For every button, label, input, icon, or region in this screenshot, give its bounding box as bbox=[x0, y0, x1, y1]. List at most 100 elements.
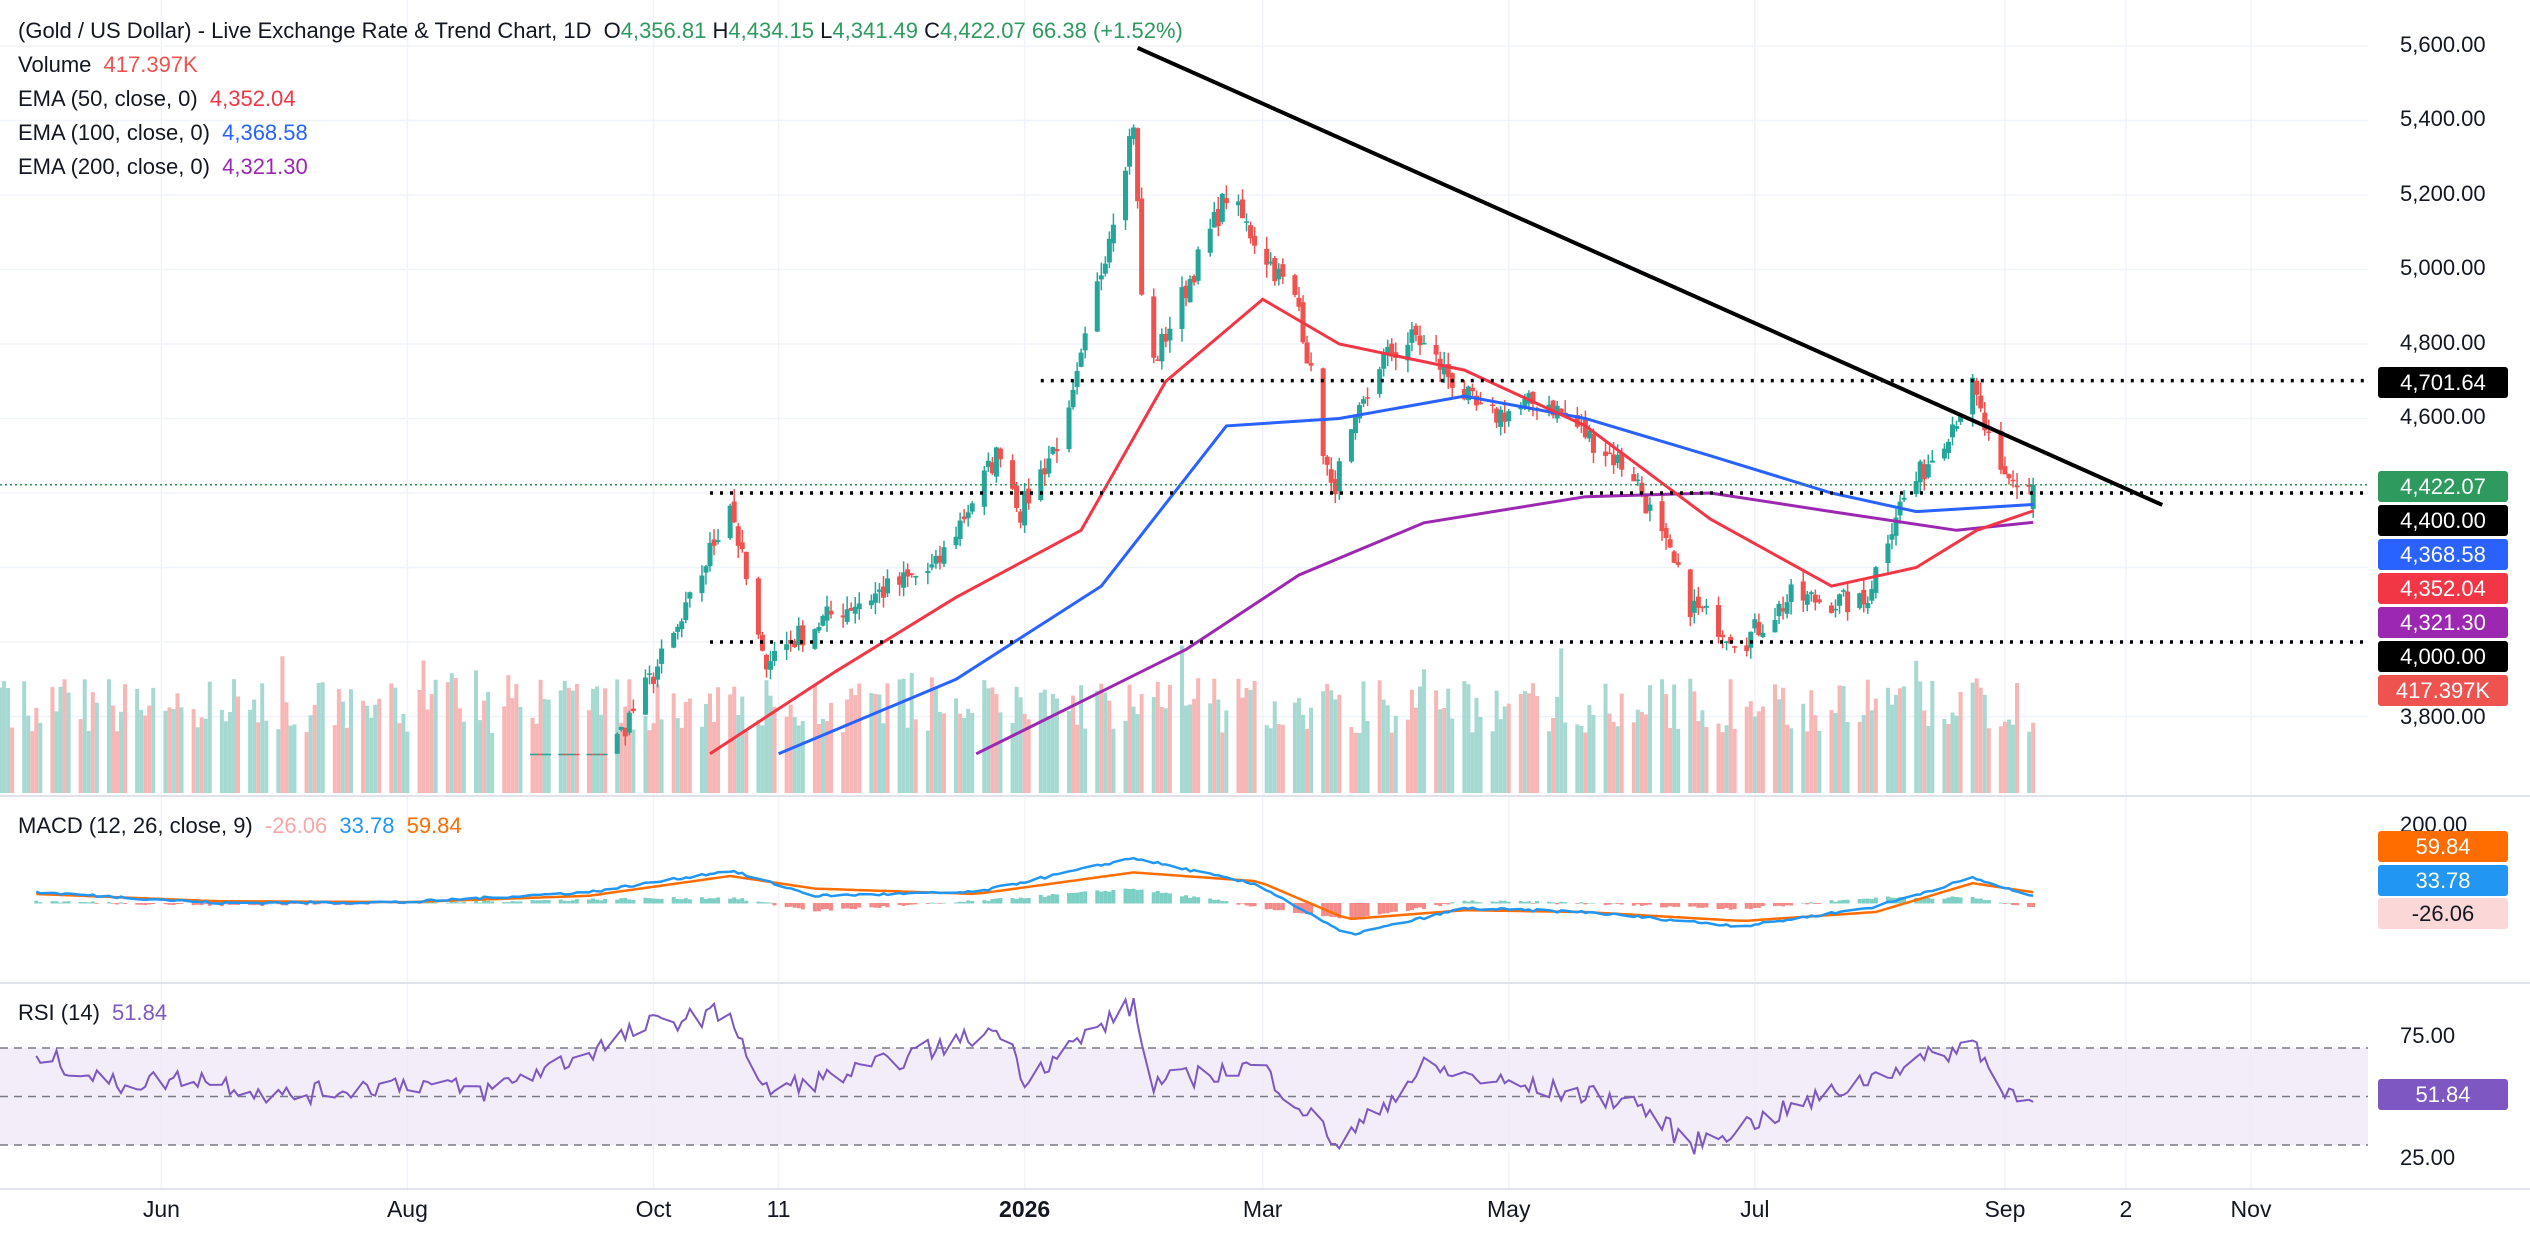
candle-body bbox=[1066, 407, 1072, 450]
volume-bar bbox=[820, 718, 825, 793]
volume-bar bbox=[1248, 689, 1253, 793]
candle-body bbox=[1901, 497, 1907, 500]
volume-legend[interactable]: Volume 417.397K bbox=[18, 52, 204, 78]
candle-body bbox=[1647, 504, 1653, 511]
volume-bar bbox=[1583, 732, 1588, 793]
volume-bar bbox=[1498, 719, 1503, 793]
candlesticks[interactable] bbox=[529, 124, 2036, 756]
candle-body bbox=[1235, 201, 1241, 206]
candle-body bbox=[1635, 479, 1641, 482]
macd-histogram-bar bbox=[1075, 892, 1080, 904]
macd-histogram-bar bbox=[619, 898, 624, 904]
macd-histogram-bar bbox=[534, 900, 539, 904]
volume-bar bbox=[106, 679, 111, 793]
macd-histogram-bar bbox=[1643, 903, 1648, 906]
candle-body bbox=[880, 586, 886, 598]
candle-body bbox=[1389, 343, 1395, 357]
macd-histogram-bar bbox=[1103, 890, 1108, 904]
macd-histogram-bar bbox=[901, 903, 906, 906]
volume-bar bbox=[304, 732, 309, 793]
trendline[interactable] bbox=[1136, 46, 2164, 507]
ema200-legend[interactable]: EMA (200, close, 0) 4,321.30 bbox=[18, 154, 314, 180]
macd-histogram-bar bbox=[449, 901, 454, 904]
macd-pane-separator[interactable] bbox=[0, 982, 2530, 984]
rsi-legend[interactable]: RSI (14) 51.84 bbox=[18, 1000, 173, 1026]
macd-histogram-bar bbox=[586, 899, 591, 904]
volume-bar bbox=[659, 719, 664, 793]
support-level-tag[interactable]: 4,000.00 bbox=[2378, 641, 2508, 672]
volume-bar bbox=[26, 715, 31, 793]
main-pane-separator[interactable] bbox=[0, 795, 2530, 797]
volume-bar bbox=[389, 683, 394, 793]
macd-legend[interactable]: MACD (12, 26, close, 9) -26.06 33.78 59.… bbox=[18, 813, 468, 839]
macd-histogram-bar bbox=[1639, 903, 1644, 906]
candle-body bbox=[1873, 567, 1879, 593]
candle-body bbox=[1179, 287, 1185, 330]
volume-bar bbox=[1095, 690, 1100, 793]
candle-body bbox=[1837, 594, 1843, 606]
ema50-legend[interactable]: EMA (50, close, 0) 4,352.04 bbox=[18, 86, 302, 112]
volume-bar bbox=[110, 705, 115, 793]
candle-body bbox=[679, 621, 685, 630]
volume-bar bbox=[2002, 721, 2007, 793]
macd-histogram-bar bbox=[651, 898, 656, 904]
volume-bar bbox=[1704, 726, 1709, 793]
volume-bar bbox=[764, 680, 769, 793]
candle-body bbox=[1465, 386, 1471, 401]
candle-body bbox=[1998, 430, 2004, 470]
volume-bar bbox=[901, 678, 906, 793]
candle-body bbox=[755, 578, 761, 635]
volume-bar bbox=[619, 722, 624, 793]
macd-histogram-bar bbox=[1926, 897, 1931, 904]
macd-histogram-bar bbox=[699, 897, 704, 904]
volume-bar bbox=[506, 675, 511, 793]
candle-body bbox=[1187, 279, 1193, 303]
candle-body bbox=[1211, 211, 1217, 228]
macd-histogram-bar bbox=[482, 900, 487, 904]
level-4400-tag[interactable]: 4,400.00 bbox=[2378, 505, 2508, 536]
candle-body bbox=[1800, 581, 1806, 601]
macd-histogram-bar bbox=[308, 902, 313, 904]
volume-bar bbox=[941, 713, 946, 793]
candle-body bbox=[1752, 619, 1758, 629]
volume-bar bbox=[1155, 681, 1160, 793]
ema100-legend[interactable]: EMA (100, close, 0) 4,368.58 bbox=[18, 120, 314, 146]
volume-bar bbox=[1611, 721, 1616, 793]
candle-body bbox=[1772, 619, 1778, 633]
horizontal-levels[interactable] bbox=[0, 378, 2368, 644]
candle-body bbox=[985, 460, 991, 467]
macd-histogram-bar bbox=[796, 903, 801, 909]
resistance-level-tag[interactable]: 4,701.64 bbox=[2378, 367, 2508, 398]
change-value: 66.38 (+1.52%) bbox=[1031, 18, 1183, 43]
candle-body bbox=[1074, 371, 1080, 387]
volume-bar bbox=[1889, 704, 1894, 793]
symbol-title[interactable]: (Gold / US Dollar) - Live Exchange Rate … bbox=[18, 18, 592, 43]
macd-histogram-bar bbox=[546, 900, 551, 904]
macd-histogram-bar bbox=[1280, 903, 1285, 911]
macd-histogram-bar bbox=[1918, 898, 1923, 904]
candle-body bbox=[1026, 488, 1032, 504]
candle-body bbox=[1478, 402, 1484, 405]
volume-bar bbox=[905, 727, 910, 793]
candle-body bbox=[1586, 430, 1592, 439]
volume-bar bbox=[219, 709, 224, 793]
volume-bar bbox=[421, 660, 426, 793]
volume-bar bbox=[1805, 731, 1810, 793]
macd-histogram-bar bbox=[1551, 902, 1556, 904]
candle-body bbox=[937, 555, 943, 563]
price-tick: 5,400.00 bbox=[2400, 106, 2486, 131]
volume-bar bbox=[1930, 680, 1935, 793]
macd-histogram-bar bbox=[877, 903, 882, 908]
time-tick: Sep bbox=[1984, 1196, 2026, 1222]
volume-bar bbox=[361, 700, 366, 793]
macd-histogram-bar bbox=[1946, 897, 1951, 904]
macd-histogram-bar bbox=[1264, 903, 1269, 910]
volume-bar bbox=[1954, 715, 1959, 793]
candle-body bbox=[981, 470, 987, 507]
macd-line-tag: 33.78 bbox=[2378, 865, 2508, 896]
time-axis[interactable]: Jun Aug Oct 11 2026 Mar May Jul Sep 2 Nov bbox=[0, 1190, 2530, 1250]
volume-bar bbox=[707, 693, 712, 793]
candle-body bbox=[1308, 363, 1314, 366]
volume-bar bbox=[925, 730, 930, 793]
